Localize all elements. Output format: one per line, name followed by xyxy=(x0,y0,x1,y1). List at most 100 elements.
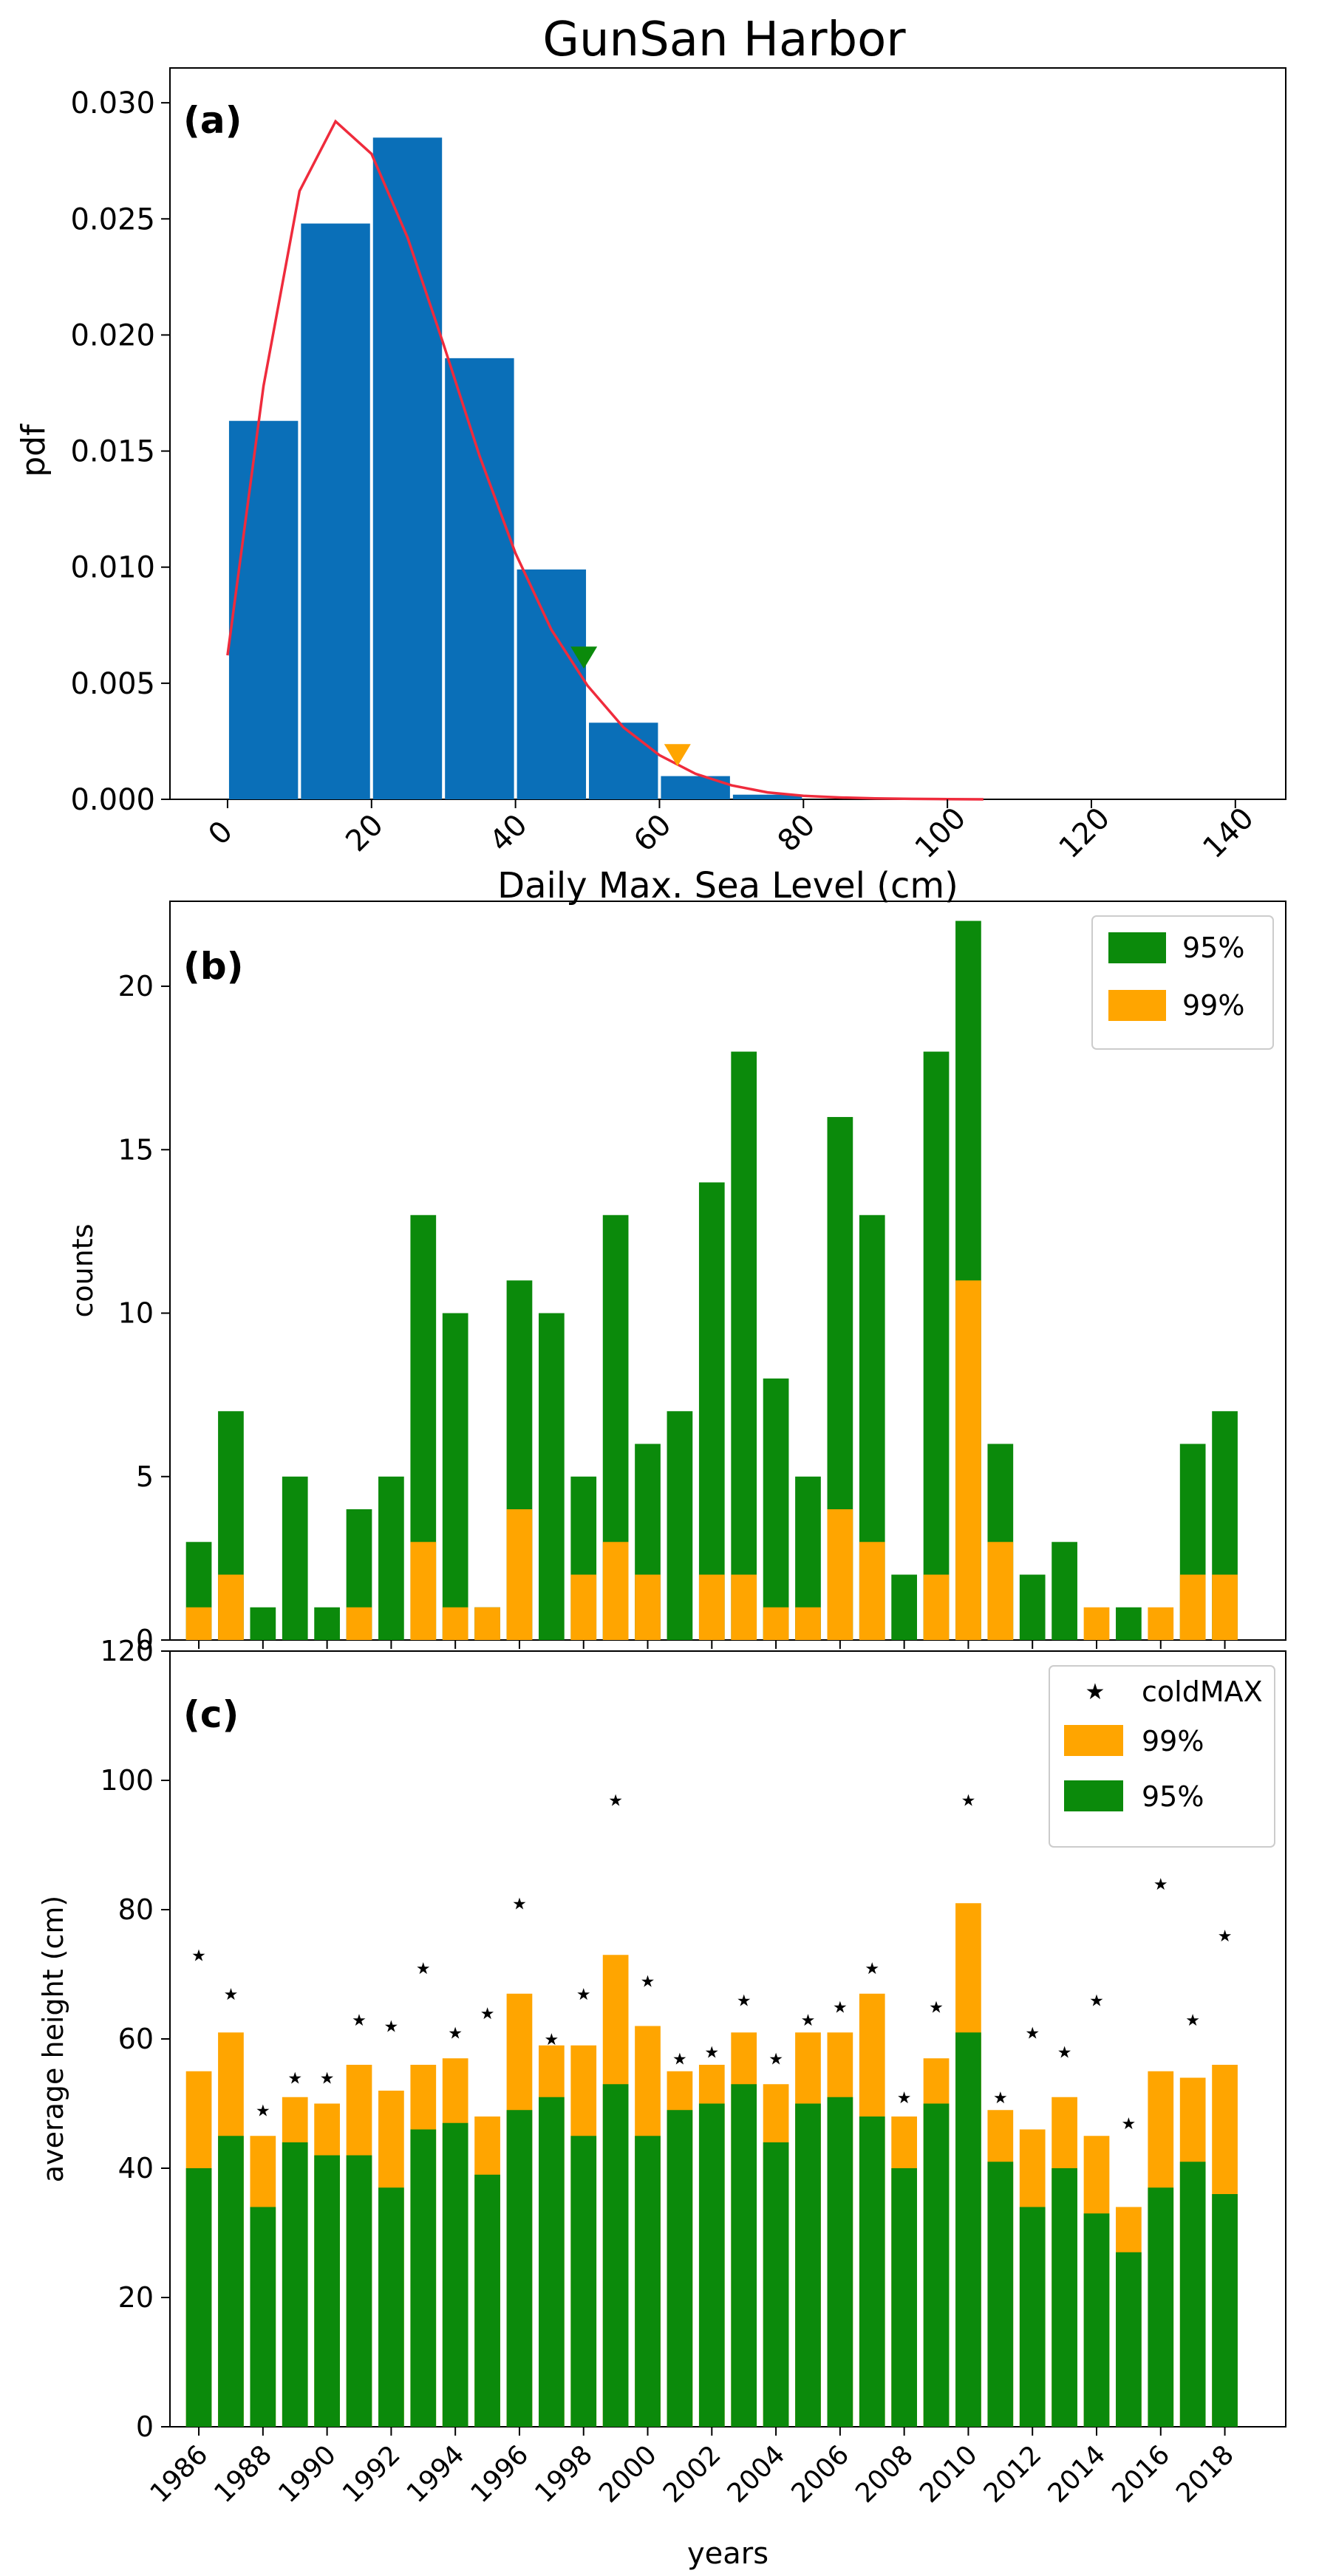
height-bar-95-2001 xyxy=(667,2110,693,2427)
count-bar-99-2000 xyxy=(635,1574,661,1640)
coldmax-marker-1989: ★ xyxy=(287,2070,302,2088)
height-bar-95-2005 xyxy=(795,2103,821,2427)
height-bar-95-1997 xyxy=(538,2097,565,2427)
coldmax-marker-1986: ★ xyxy=(191,1947,206,1965)
count-bar-99-2017 xyxy=(1179,1574,1206,1640)
height-bar-95-2003 xyxy=(731,2084,757,2427)
panel-b-frame xyxy=(169,901,1286,1641)
height-bar-95-2014 xyxy=(1083,2213,1110,2427)
panel-c-ytick-label-3: 60 xyxy=(118,2023,154,2055)
panel-c-bars xyxy=(185,1903,1238,2427)
panel-a-bins xyxy=(228,137,802,800)
count-bar-95-2001 xyxy=(667,1411,693,1640)
panel-b-ytick-label-0: 0 xyxy=(136,1624,154,1656)
count-bar-99-2018 xyxy=(1212,1574,1238,1640)
panel-a-ytick-label-5: 0.025 xyxy=(70,202,155,236)
count-bar-99-2006 xyxy=(827,1509,853,1640)
histogram-bar-7 xyxy=(732,794,802,799)
threshold-marker-99 xyxy=(664,744,691,767)
count-bar-95-1992 xyxy=(378,1476,404,1640)
count-bar-99-1995 xyxy=(474,1607,500,1640)
count-bar-99-1999 xyxy=(602,1542,629,1640)
histogram-bar-1 xyxy=(301,223,370,800)
height-bar-95-2000 xyxy=(635,2136,661,2427)
panel-c-y-ticks: 0 20 40 60 80 100 120 xyxy=(100,1635,170,2443)
panel-a-ytick-label-3: 0.015 xyxy=(70,435,155,469)
count-bar-95-2009 xyxy=(923,1051,950,1640)
height-bar-95-1998 xyxy=(570,2136,597,2427)
coldmax-marker-2013: ★ xyxy=(1057,2044,1072,2063)
coldmax-marker-2017: ★ xyxy=(1185,2012,1200,2030)
count-bar-95-1989 xyxy=(282,1476,308,1640)
coldmax-marker-2007: ★ xyxy=(865,1960,879,1978)
count-bar-99-1994 xyxy=(442,1607,468,1640)
count-bar-99-1986 xyxy=(185,1607,212,1640)
panel-b-ytick-label-3: 15 xyxy=(118,1133,154,1166)
count-bar-99-2010 xyxy=(955,1280,981,1640)
coldmax-marker-2000: ★ xyxy=(641,1972,655,1991)
coldmax-marker-2014: ★ xyxy=(1089,1992,1104,2011)
panel-b-legend-label-99: 99% xyxy=(1182,989,1244,1022)
count-bar-95-2015 xyxy=(1116,1607,1142,1640)
histogram-bar-3 xyxy=(445,358,514,799)
count-bar-95-2003 xyxy=(731,1051,757,1640)
panel-c-legend-label-coldmax: coldMAX xyxy=(1142,1675,1263,1708)
coldmax-marker-1995: ★ xyxy=(480,2005,495,2023)
count-bar-95-2013 xyxy=(1052,1542,1077,1640)
coldmax-marker-1990: ★ xyxy=(320,2070,335,2088)
coldmax-marker-1993: ★ xyxy=(416,1960,431,1978)
panel-b-bars xyxy=(185,920,1238,1640)
count-bar-99-2009 xyxy=(923,1574,950,1640)
count-bar-99-2004 xyxy=(763,1607,789,1640)
coldmax-marker-2011: ★ xyxy=(993,2089,1008,2108)
panel-a-y-ticks: 0.000 0.005 0.010 0.015 0.020 0.025 0.030 xyxy=(70,86,170,817)
coldmax-marker-1999: ★ xyxy=(608,1791,623,1810)
height-bar-95-1996 xyxy=(506,2110,533,2427)
panel-b-y-ticks: 0 5 10 15 20 xyxy=(118,970,170,1656)
height-bar-95-2015 xyxy=(1116,2252,1142,2427)
height-bar-95-2009 xyxy=(923,2103,950,2427)
figure-title: GunSan Harbor xyxy=(542,13,906,67)
panel-b-ytick-label-1: 5 xyxy=(136,1460,154,1493)
height-bar-95-2017 xyxy=(1179,2162,1206,2427)
coldmax-marker-2010: ★ xyxy=(961,1791,976,1810)
count-bar-95-1990 xyxy=(314,1607,340,1640)
count-bar-99-1991 xyxy=(346,1607,372,1640)
height-bar-95-1994 xyxy=(442,2122,468,2427)
coldmax-marker-2012: ★ xyxy=(1025,2024,1040,2043)
coldmax-marker-1994: ★ xyxy=(448,2024,463,2043)
panel-b-ytick-label-2: 10 xyxy=(118,1297,154,1330)
coldmax-marker-2003: ★ xyxy=(737,1992,751,2011)
panel-c-legend-swatch-95 xyxy=(1064,1780,1123,1811)
histogram-bar-6 xyxy=(661,776,730,799)
threshold-marker-95 xyxy=(570,646,598,669)
count-bar-95-2004 xyxy=(763,1378,789,1640)
panel-b-counts: 0 5 10 15 20 (b) counts 95% 99% xyxy=(67,901,1286,1656)
fitted-pdf-curve xyxy=(226,119,984,801)
count-bar-99-2016 xyxy=(1148,1607,1174,1640)
coldmax-marker-1987: ★ xyxy=(224,1986,239,2004)
panel-b-legend-swatch-95 xyxy=(1108,932,1166,963)
count-bar-99-1998 xyxy=(570,1574,597,1640)
panel-b-legend-label-95: 95% xyxy=(1182,932,1244,964)
panel-c-legend: ★ coldMAX 99% 95% xyxy=(1049,1665,1275,1848)
panel-a-markers xyxy=(570,646,691,767)
height-bar-95-2016 xyxy=(1148,2187,1174,2427)
count-bar-95-1994 xyxy=(442,1313,468,1640)
histogram-bar-5 xyxy=(589,722,658,799)
coldmax-marker-1998: ★ xyxy=(576,1986,591,2004)
height-bar-95-1991 xyxy=(346,2155,372,2427)
height-bar-95-2013 xyxy=(1052,2168,1077,2427)
panel-c-xlabel: years xyxy=(687,2537,768,2571)
count-bar-99-2011 xyxy=(987,1542,1014,1640)
coldmax-marker-1997: ★ xyxy=(544,2031,559,2049)
height-bar-95-1987 xyxy=(218,2136,244,2427)
panel-b-label: (b) xyxy=(183,945,244,988)
coldmax-marker-2009: ★ xyxy=(929,1998,944,2017)
height-bar-95-2004 xyxy=(763,2142,789,2427)
panel-a-ytick-label-6: 0.030 xyxy=(70,86,155,120)
panel-c-legend-label-95: 95% xyxy=(1142,1780,1204,1813)
panel-c-ytick-label-4: 80 xyxy=(118,1893,154,1926)
histogram-bar-4 xyxy=(517,569,587,799)
